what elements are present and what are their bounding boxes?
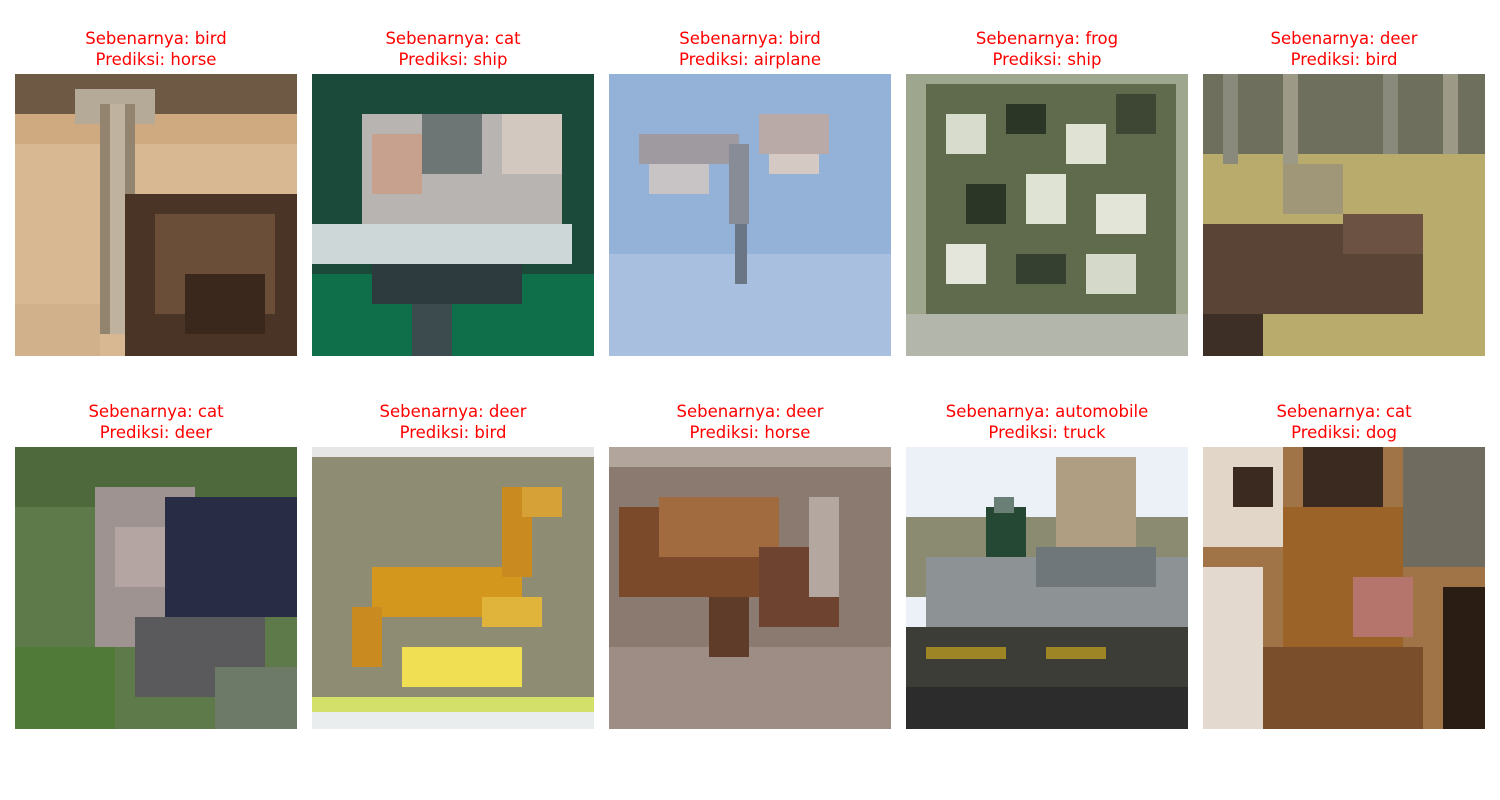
predicted-label: Prediksi: deer (99, 423, 213, 442)
sample-image-frog (906, 74, 1188, 356)
actual-label: Sebenarnya: deer (1270, 29, 1418, 48)
actual-label: Sebenarnya: cat (1276, 402, 1412, 421)
actual-label: Sebenarnya: bird (85, 29, 227, 48)
sample-title: Sebenarnya: cat Prediksi: dog (1203, 401, 1485, 443)
sample-image-bird-sky (609, 74, 891, 356)
sample-title: Sebenarnya: deer Prediksi: bird (1203, 28, 1485, 70)
sample-title: Sebenarnya: deer Prediksi: bird (312, 401, 594, 443)
predicted-label: Prediksi: bird (1290, 50, 1398, 69)
sample-title: Sebenarnya: bird Prediksi: horse (15, 28, 297, 70)
actual-label: Sebenarnya: cat (88, 402, 224, 421)
predicted-label: Prediksi: ship (398, 50, 508, 69)
sample-image-antelope (312, 447, 594, 729)
predicted-label: Prediksi: horse (95, 50, 217, 69)
actual-label: Sebenarnya: cat (385, 29, 521, 48)
actual-label: Sebenarnya: bird (679, 29, 821, 48)
sample-title: Sebenarnya: frog Prediksi: ship (906, 28, 1188, 70)
sample-image-cat-green (312, 74, 594, 356)
predicted-label: Prediksi: ship (992, 50, 1102, 69)
actual-label: Sebenarnya: deer (379, 402, 527, 421)
sample-image-cat-closeup (1203, 447, 1485, 729)
sample-image-cat-grass (15, 447, 297, 729)
predicted-label: Prediksi: dog (1291, 423, 1397, 442)
actual-label: Sebenarnya: deer (676, 402, 824, 421)
predicted-label: Prediksi: airplane (678, 50, 822, 69)
sample-image-grazing-deer (609, 447, 891, 729)
sample-image-elk (1203, 74, 1485, 356)
predicted-label: Prediksi: truck (988, 423, 1106, 442)
sample-title: Sebenarnya: deer Prediksi: horse (609, 401, 891, 443)
sample-image-car (906, 447, 1188, 729)
sample-image-ostrich (15, 74, 297, 356)
actual-label: Sebenarnya: automobile (945, 402, 1149, 421)
sample-title: Sebenarnya: cat Prediksi: deer (15, 401, 297, 443)
predicted-label: Prediksi: horse (689, 423, 811, 442)
sample-title: Sebenarnya: automobile Prediksi: truck (906, 401, 1188, 443)
sample-title: Sebenarnya: cat Prediksi: ship (312, 28, 594, 70)
actual-label: Sebenarnya: frog (975, 29, 1119, 48)
sample-title: Sebenarnya: bird Prediksi: airplane (609, 28, 891, 70)
predicted-label: Prediksi: bird (399, 423, 507, 442)
